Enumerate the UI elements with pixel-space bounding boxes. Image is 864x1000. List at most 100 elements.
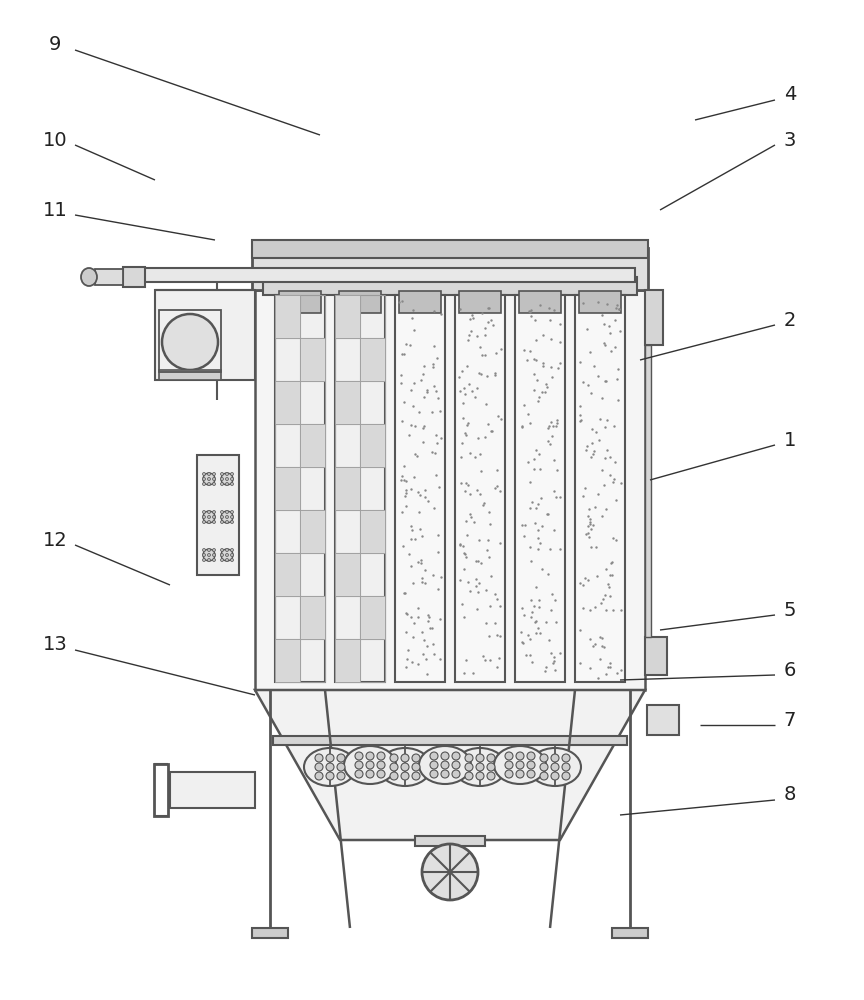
Point: [578, 570, 592, 586]
Point: [404, 531, 418, 547]
Point: [457, 380, 471, 396]
Circle shape: [213, 483, 215, 486]
Point: [595, 630, 609, 646]
Point: [472, 575, 486, 591]
Circle shape: [551, 763, 559, 771]
Circle shape: [213, 478, 215, 481]
Point: [426, 636, 440, 652]
Point: [406, 398, 420, 414]
Ellipse shape: [419, 746, 471, 784]
Circle shape: [213, 510, 215, 514]
Point: [520, 352, 534, 368]
Point: [474, 463, 488, 479]
Point: [547, 483, 561, 499]
Point: [613, 301, 626, 317]
Point: [583, 631, 597, 647]
Point: [603, 449, 617, 465]
Circle shape: [315, 754, 323, 762]
Point: [613, 475, 627, 491]
Circle shape: [221, 549, 233, 561]
Bar: [252, 928, 288, 938]
Point: [484, 568, 498, 584]
Point: [421, 493, 435, 509]
Point: [460, 417, 473, 433]
Circle shape: [220, 516, 224, 518]
Point: [610, 297, 624, 313]
Point: [523, 500, 537, 516]
Point: [416, 420, 429, 436]
Point: [533, 461, 547, 477]
Point: [457, 561, 471, 577]
Point: [542, 566, 556, 582]
Bar: [645, 290, 663, 345]
Point: [576, 295, 590, 311]
Circle shape: [452, 752, 460, 760]
Point: [523, 304, 537, 320]
Circle shape: [213, 516, 215, 518]
Point: [587, 517, 600, 533]
Circle shape: [337, 763, 345, 771]
Point: [463, 486, 477, 502]
Point: [460, 427, 473, 443]
Point: [461, 574, 475, 590]
Point: [550, 462, 564, 478]
Point: [407, 469, 421, 485]
Point: [602, 579, 616, 595]
Point: [395, 346, 409, 362]
Bar: [255, 290, 645, 690]
Point: [594, 307, 608, 323]
Bar: [273, 736, 627, 745]
Point: [532, 389, 546, 405]
Circle shape: [226, 516, 228, 518]
Point: [613, 323, 626, 339]
Point: [609, 492, 623, 508]
Point: [579, 442, 593, 458]
Point: [518, 528, 531, 544]
Circle shape: [162, 314, 218, 370]
Point: [581, 572, 595, 588]
Point: [524, 647, 537, 663]
Circle shape: [527, 752, 535, 760]
Bar: [519, 291, 561, 313]
Circle shape: [226, 478, 228, 481]
Circle shape: [505, 752, 513, 760]
Point: [610, 665, 624, 681]
Text: 10: 10: [42, 130, 67, 149]
Circle shape: [220, 520, 224, 524]
Point: [418, 489, 432, 505]
Point: [529, 352, 543, 368]
Circle shape: [213, 473, 215, 476]
Circle shape: [430, 761, 438, 769]
Point: [472, 584, 486, 600]
Point: [581, 518, 595, 534]
Circle shape: [203, 549, 215, 561]
Circle shape: [430, 752, 438, 760]
Point: [471, 380, 485, 396]
Point: [483, 652, 497, 668]
Point: [596, 591, 610, 607]
Bar: [335, 381, 360, 424]
Bar: [515, 295, 565, 682]
Point: [530, 393, 544, 409]
Point: [467, 449, 481, 465]
Point: [493, 628, 507, 644]
Circle shape: [220, 558, 224, 562]
Point: [588, 599, 601, 615]
Point: [482, 300, 496, 316]
Point: [524, 474, 537, 490]
Point: [525, 494, 539, 510]
Point: [399, 482, 413, 498]
Point: [423, 620, 437, 636]
Point: [524, 553, 538, 569]
Point: [430, 544, 444, 560]
Point: [607, 471, 621, 487]
Point: [480, 532, 494, 548]
Point: [459, 425, 473, 441]
Point: [613, 602, 627, 618]
Point: [581, 377, 594, 393]
Point: [480, 396, 493, 412]
Point: [581, 508, 594, 524]
Point: [484, 423, 498, 439]
Point: [473, 446, 487, 462]
Point: [486, 423, 499, 439]
